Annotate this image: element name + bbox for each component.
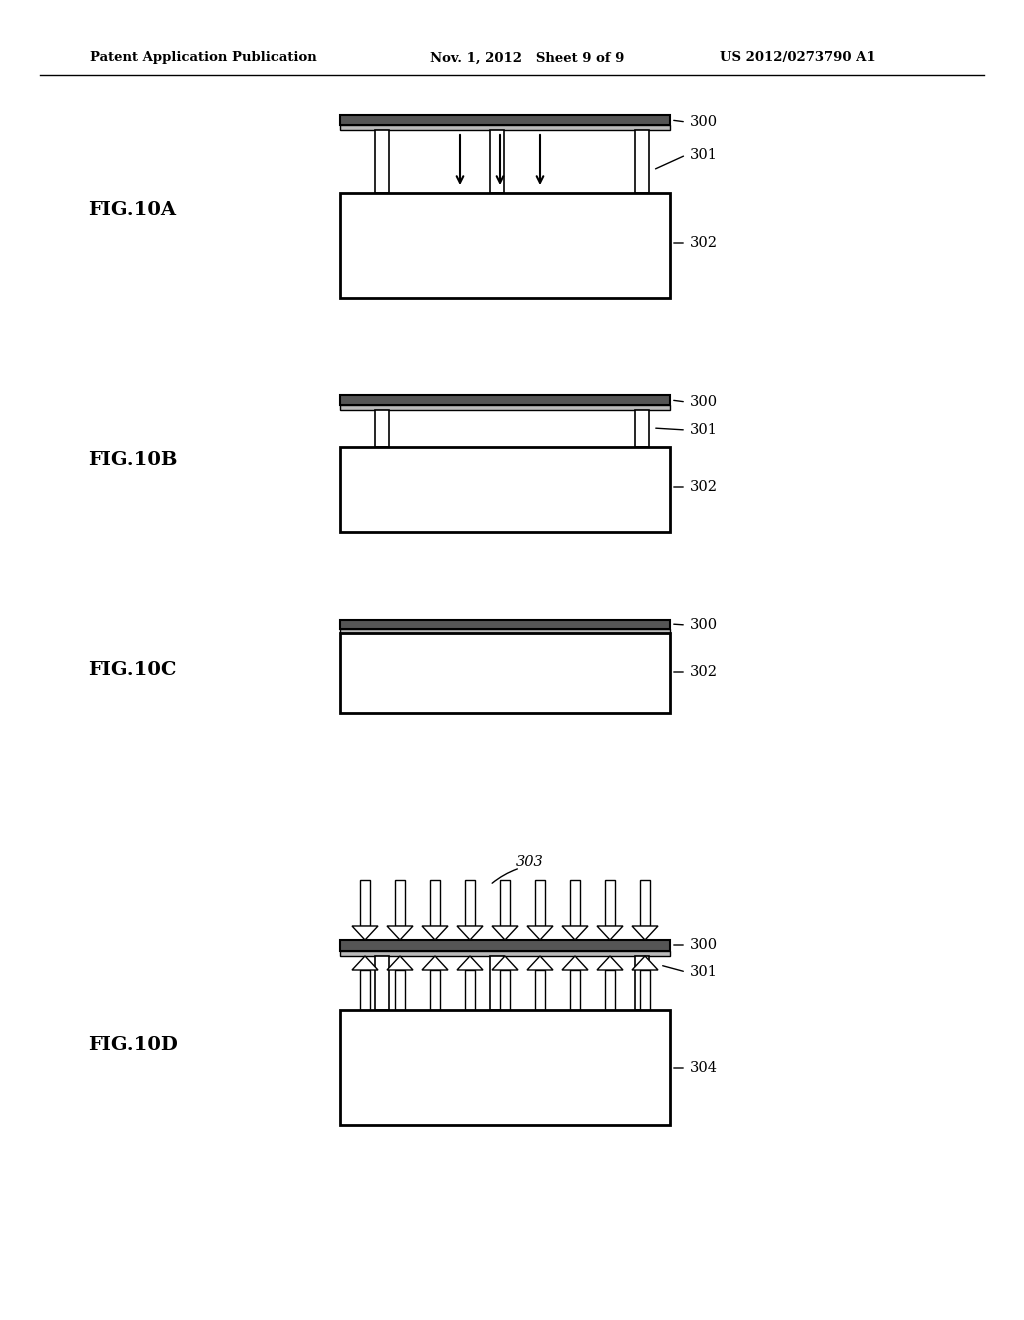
Polygon shape	[562, 956, 588, 970]
Bar	[375, 411, 389, 447]
Polygon shape	[457, 956, 483, 970]
Polygon shape	[597, 927, 623, 940]
Bar	[635, 956, 649, 1010]
Polygon shape	[527, 927, 553, 940]
Bar	[605, 880, 614, 927]
Polygon shape	[632, 956, 658, 970]
Bar	[340, 630, 670, 634]
Text: 300: 300	[690, 618, 718, 632]
Bar	[635, 129, 649, 193]
Polygon shape	[597, 956, 623, 970]
Polygon shape	[352, 956, 378, 970]
Bar	[395, 970, 404, 1010]
Bar	[340, 1010, 670, 1125]
Polygon shape	[562, 927, 588, 940]
Text: US 2012/0273790 A1: US 2012/0273790 A1	[720, 51, 876, 65]
Text: 301: 301	[690, 148, 718, 162]
Bar	[466, 970, 474, 1010]
Text: 300: 300	[690, 115, 718, 129]
Bar	[340, 634, 670, 713]
Bar	[395, 880, 404, 927]
Text: FIG.10B: FIG.10B	[88, 451, 177, 469]
Bar	[501, 970, 510, 1010]
Bar	[340, 125, 670, 129]
Text: FIG.10C: FIG.10C	[88, 661, 176, 678]
Bar	[490, 956, 504, 1010]
Text: FIG.10A: FIG.10A	[88, 201, 176, 219]
Text: 303: 303	[516, 855, 544, 869]
Bar	[340, 193, 670, 298]
Text: 302: 302	[690, 236, 718, 249]
Bar	[340, 620, 670, 630]
Text: 302: 302	[690, 665, 718, 678]
Text: 302: 302	[690, 480, 718, 494]
Bar	[430, 880, 439, 927]
Text: 301: 301	[690, 965, 718, 979]
Polygon shape	[457, 927, 483, 940]
Bar	[340, 950, 670, 956]
Text: 300: 300	[690, 939, 718, 952]
Polygon shape	[387, 956, 413, 970]
Bar	[375, 129, 389, 193]
Bar	[640, 880, 649, 927]
Bar	[605, 970, 614, 1010]
Bar	[340, 115, 670, 125]
Bar	[536, 970, 545, 1010]
Polygon shape	[492, 956, 518, 970]
Polygon shape	[527, 956, 553, 970]
Text: FIG.10D: FIG.10D	[88, 1036, 178, 1053]
Bar	[570, 970, 580, 1010]
Text: 304: 304	[690, 1061, 718, 1074]
Bar	[340, 940, 670, 950]
Bar	[340, 447, 670, 532]
Bar	[340, 405, 670, 411]
Text: Patent Application Publication: Patent Application Publication	[90, 51, 316, 65]
Text: 301: 301	[690, 422, 718, 437]
Bar	[375, 956, 389, 1010]
Bar	[360, 970, 370, 1010]
Polygon shape	[352, 927, 378, 940]
Bar	[501, 880, 510, 927]
Bar	[635, 411, 649, 447]
Text: Nov. 1, 2012   Sheet 9 of 9: Nov. 1, 2012 Sheet 9 of 9	[430, 51, 625, 65]
Bar	[466, 880, 474, 927]
Bar	[340, 395, 670, 405]
Bar	[430, 970, 439, 1010]
Bar	[570, 880, 580, 927]
Polygon shape	[632, 927, 658, 940]
Polygon shape	[422, 956, 449, 970]
Polygon shape	[422, 927, 449, 940]
Bar	[490, 129, 504, 193]
Polygon shape	[492, 927, 518, 940]
Bar	[640, 970, 649, 1010]
Polygon shape	[387, 927, 413, 940]
Bar	[360, 880, 370, 927]
Text: 300: 300	[690, 395, 718, 409]
Bar	[536, 880, 545, 927]
